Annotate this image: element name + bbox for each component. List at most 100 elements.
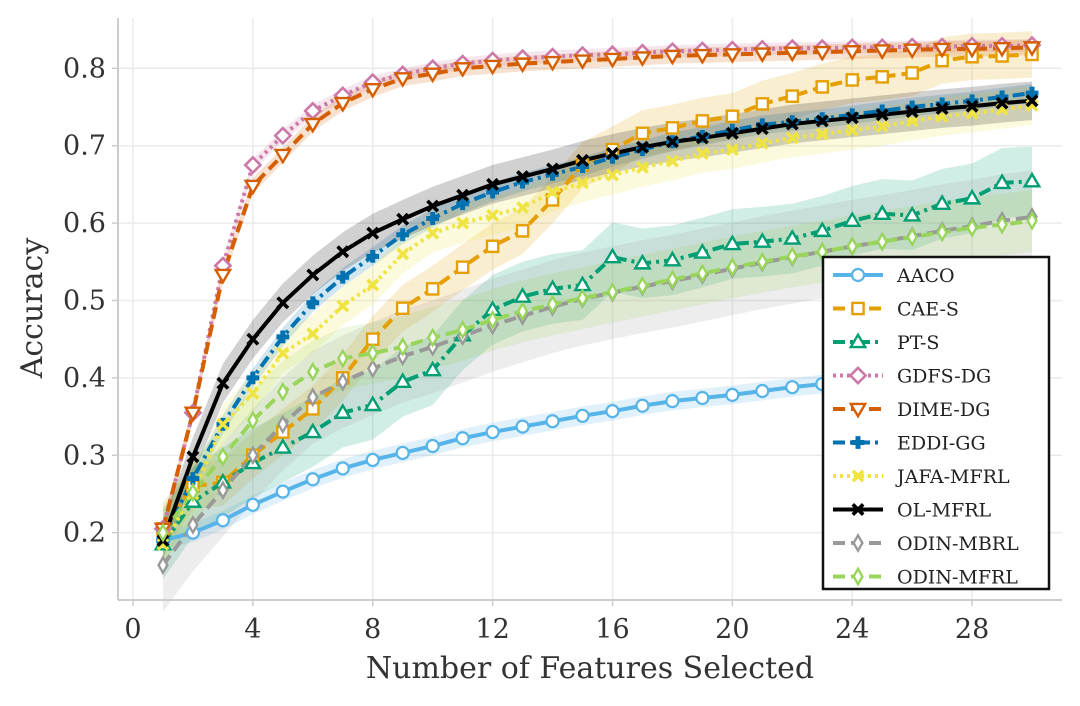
markers-odin-mfrl: [157, 210, 1038, 543]
point-dime-dg-10: [423, 67, 442, 84]
point-jafa-mfrl-9: [396, 247, 410, 261]
point-pt-s-19: [693, 242, 712, 259]
point-cae-s-12: [485, 239, 500, 254]
point-cae-s-18: [665, 121, 680, 135]
point-odin-mbrl-6: [307, 387, 319, 408]
point-dime-dg-28: [962, 42, 982, 59]
point-dime-dg-24: [842, 45, 862, 61]
markers-ol-mfrl: [156, 94, 1039, 547]
point-odin-mfrl-8: [366, 343, 379, 364]
point-ol-mfrl-27: [935, 102, 949, 116]
point-pt-s-10: [423, 360, 442, 377]
point-jafa-mfrl-12: [486, 208, 500, 222]
point-odin-mfrl-16: [606, 281, 619, 302]
point-pt-s-23: [812, 221, 832, 238]
legend-label-cae-s: CAE-S: [897, 299, 959, 321]
y-tick-label-2: 0.4: [63, 363, 106, 394]
point-ol-mfrl-21: [755, 122, 769, 136]
band-odin-mbrl: [162, 170, 1033, 612]
point-dime-dg-23: [812, 45, 832, 62]
point-ol-mfrl-25: [875, 108, 889, 122]
point-aaco-3: [215, 513, 230, 528]
point-aaco-10: [425, 438, 440, 454]
point-jafa-mfrl-18: [665, 154, 679, 168]
tick-labels: 0 4 8 12 16 20 24 28 0.2 0.3 0.4 0.5 0.6 0.7 0.8: [63, 53, 989, 645]
point-dime-dg-13: [513, 57, 532, 74]
point-odin-mfrl-28: [966, 217, 978, 238]
point-odin-mfrl-25: [876, 231, 888, 252]
point-odin-mfrl-22: [786, 246, 799, 267]
point-aaco-5: [275, 484, 290, 499]
x-tick-label-7: 28: [955, 614, 989, 645]
y-tick-label-5: 0.7: [63, 131, 106, 162]
point-dime-dg-22: [782, 46, 802, 63]
point-pt-s-30: [1022, 171, 1042, 188]
point-ol-mfrl-26: [905, 105, 919, 119]
y-tick-label-4: 0.6: [63, 208, 106, 239]
legend-label-ol-mfrl: OL-MFRL: [897, 500, 992, 522]
point-eddi-gg-8: [366, 249, 380, 263]
point-dime-dg-6: [303, 117, 323, 134]
point-odin-mbrl-2: [187, 514, 199, 535]
point-eddi-gg-5: [276, 330, 290, 344]
point-odin-mfrl-1: [157, 522, 169, 543]
point-aaco-4: [245, 497, 260, 512]
point-eddi-gg-7: [336, 270, 350, 284]
point-pt-s-25: [872, 204, 892, 221]
point-eddi-gg-6: [306, 296, 320, 310]
legend-label-pt-s: PT-S: [897, 332, 939, 354]
point-dime-dg-17: [633, 51, 652, 68]
point-pt-s-22: [782, 229, 802, 245]
markers-pt-s: [153, 171, 1042, 551]
point-cae-s-22: [785, 89, 800, 103]
point-ol-mfrl-23: [815, 114, 829, 128]
point-jafa-mfrl-17: [635, 160, 649, 174]
point-odin-mfrl-17: [636, 275, 649, 296]
point-aaco-20: [725, 387, 740, 403]
band-jafa-mfrl: [162, 86, 1033, 564]
legend-label-odin-mfrl: ODIN-MFRL: [897, 567, 1018, 589]
point-ol-mfrl-4: [246, 332, 260, 346]
y-tick-label-3: 0.5: [63, 285, 106, 316]
point-pt-s-20: [723, 234, 742, 251]
legend-marker-odin-mbrl: [852, 533, 864, 553]
point-ol-mfrl-13: [516, 170, 530, 184]
legend-label-odin-mbrl: ODIN-MBRL: [897, 533, 1019, 555]
legend-label-jafa-mfrl: JAFA-MFRL: [895, 466, 1010, 488]
point-odin-mbrl-3: [217, 480, 229, 501]
point-gdfs-dg-4: [243, 155, 263, 175]
x-tick-label-1: 4: [244, 614, 261, 645]
point-jafa-mfrl-15: [576, 176, 589, 190]
point-odin-mbrl-5: [277, 414, 289, 435]
point-odin-mfrl-20: [726, 257, 739, 278]
point-eddi-gg-9: [396, 228, 410, 242]
point-dime-dg-8: [363, 82, 383, 99]
point-eddi-gg-30: [1025, 86, 1039, 100]
point-jafa-mfrl-22: [785, 131, 799, 145]
point-dime-dg-29: [992, 41, 1012, 58]
point-dime-dg-19: [693, 48, 712, 65]
point-ol-mfrl-6: [306, 268, 320, 282]
x-tick-label-3: 12: [475, 614, 509, 645]
point-odin-mfrl-5: [277, 381, 289, 402]
point-jafa-mfrl-5: [276, 346, 290, 360]
point-ol-mfrl-18: [665, 135, 679, 149]
point-dime-dg-7: [333, 96, 353, 113]
point-odin-mfrl-3: [217, 446, 229, 467]
point-jafa-mfrl-13: [516, 201, 530, 215]
point-jafa-mfrl-8: [366, 278, 380, 292]
point-aaco-19: [695, 390, 710, 406]
band-odin-mfrl: [162, 189, 1033, 564]
point-odin-mfrl-15: [576, 288, 589, 309]
point-cae-s-23: [815, 80, 830, 94]
x-axis-label: Number of Features Selected: [366, 651, 814, 686]
point-ol-mfrl-7: [336, 245, 350, 259]
point-odin-mfrl-11: [456, 319, 469, 340]
series-markers: [153, 35, 1042, 576]
point-aaco-13: [515, 419, 530, 434]
point-odin-mfrl-12: [486, 309, 499, 330]
band-cae-s: [162, 31, 1033, 553]
point-cae-s-19: [695, 114, 710, 128]
point-jafa-mfrl-19: [695, 146, 709, 160]
